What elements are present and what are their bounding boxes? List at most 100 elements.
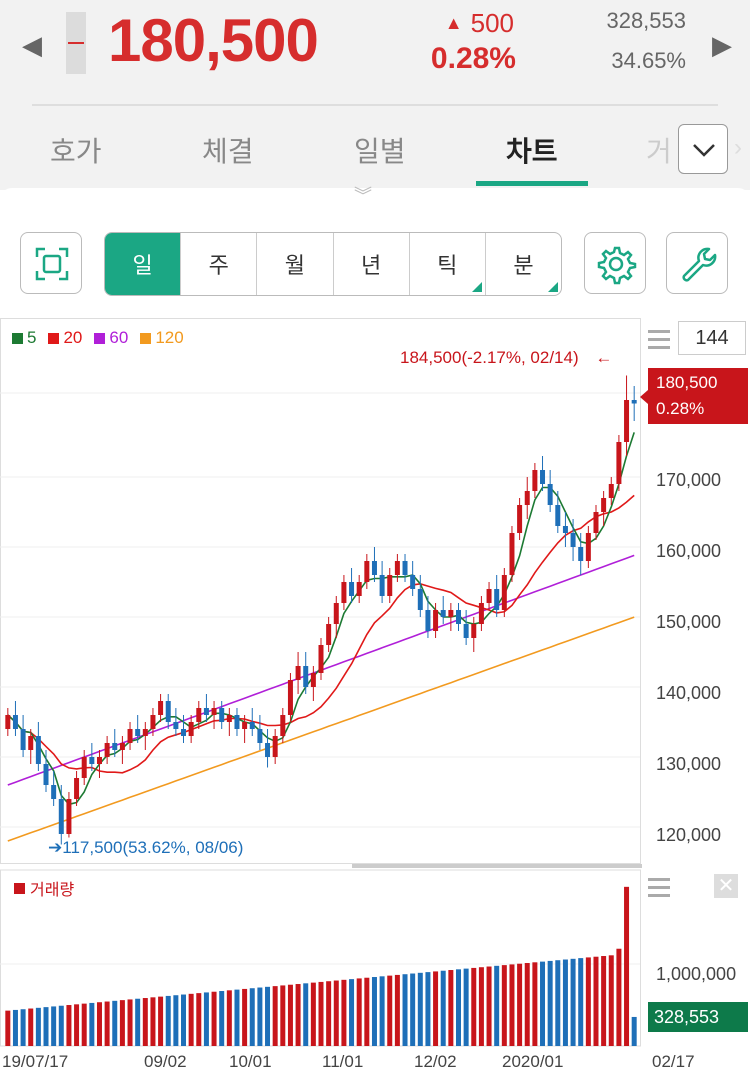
candle-body (547, 484, 553, 505)
volume-bar (295, 984, 301, 1046)
period-day[interactable]: 일 (105, 233, 182, 295)
header-divider (32, 104, 718, 106)
volume-bar (333, 980, 339, 1046)
candle-body (341, 582, 347, 603)
volume-bar (540, 961, 546, 1046)
candle-body (249, 722, 255, 729)
fullscreen-button[interactable] (20, 232, 82, 294)
volume-bar (211, 991, 217, 1046)
period-month[interactable]: 월 (257, 233, 334, 295)
tab-orderbook[interactable]: 호가 (50, 136, 102, 167)
candle-body (616, 442, 622, 484)
x-axis-label: 02/17 (652, 1052, 695, 1071)
chart-tools-button[interactable] (666, 232, 728, 294)
legend-ma5-label: 5 (27, 328, 37, 347)
next-stock-arrow-icon[interactable]: ▶ (712, 30, 732, 60)
volume-bar (112, 1000, 118, 1046)
volume-bar (524, 963, 530, 1046)
candle-body (410, 575, 416, 589)
prev-stock-arrow-icon[interactable]: ◀ (22, 30, 42, 60)
volume-bar (310, 982, 316, 1046)
candle-body (570, 533, 576, 547)
candle-body (112, 743, 118, 750)
volume-bar (196, 993, 202, 1046)
legend-ma120: 120 (140, 328, 184, 348)
tab-trades[interactable]: 체결 (202, 136, 254, 167)
collapse-handle-icon[interactable]: ︾ (354, 186, 372, 206)
chart-settings-button[interactable] (584, 232, 646, 294)
candle-body (66, 799, 72, 834)
volume-bar (341, 979, 347, 1046)
candle-body (517, 505, 523, 533)
volume-bar (402, 974, 408, 1046)
tab-more[interactable]: 거 (646, 136, 672, 167)
volume-bar (501, 965, 507, 1046)
volume-bar (616, 948, 622, 1046)
candle-body (242, 722, 248, 729)
chart-menu-icon[interactable] (648, 330, 670, 354)
volume-bar (440, 970, 446, 1046)
ma120-line (7, 616, 635, 842)
volume-bar (81, 1003, 87, 1046)
tab-daily[interactable]: 일별 (354, 136, 406, 167)
volume-legend: 거래량 (14, 876, 74, 900)
volume-bar (364, 977, 370, 1046)
candle-body (74, 778, 80, 799)
candle-body (402, 561, 408, 575)
expand-tabs-button[interactable] (678, 124, 728, 174)
period-tick[interactable]: 틱 (410, 233, 486, 295)
candle-body (226, 715, 232, 722)
candle-body (364, 561, 370, 582)
volume-bar (455, 969, 461, 1046)
ma5-line (7, 432, 635, 806)
candle-body (371, 561, 377, 575)
volume-bar (578, 958, 584, 1046)
price-position-indicator (66, 12, 86, 74)
candle-body (463, 624, 469, 638)
chart-toolbar: 일 주 월 년 틱 분 (0, 232, 750, 298)
tab-chart[interactable]: 차트 (506, 136, 558, 167)
volume-bar (585, 957, 591, 1046)
volume-bar (74, 1004, 80, 1046)
candle-body (272, 736, 278, 757)
volume-bar (303, 983, 309, 1046)
quote-header: ◀ 180,500 ▲ 500 0.28% 328,553 34.65% ▶ 호가… (0, 0, 750, 190)
volume-bar (265, 986, 271, 1046)
legend-ma120-label: 120 (155, 328, 184, 347)
x-axis-label: 12/02 (414, 1052, 457, 1071)
period-count-input[interactable]: 144 (678, 321, 746, 355)
stock-chart[interactable]: 5 20 60 120 144 184,500(-2.17%, 02/14) ←… (0, 318, 750, 1079)
volume-bar (203, 992, 209, 1046)
volume-bar (478, 967, 484, 1046)
candle-body (478, 603, 484, 624)
volume-bar (471, 967, 477, 1046)
chart-canvas[interactable] (0, 318, 750, 1079)
period-minute[interactable]: 분 (486, 233, 561, 295)
volume-bar (287, 984, 293, 1046)
volume-axis-label: 1,000,000 (656, 964, 737, 984)
y-axis-label: 120,000 (656, 825, 722, 845)
x-axis-label: 19/07/17 (2, 1052, 69, 1071)
volume-bar (272, 986, 278, 1046)
volume-menu-icon[interactable] (648, 878, 670, 902)
close-volume-icon[interactable]: ✕ (714, 874, 738, 898)
volume-bar (356, 978, 362, 1046)
legend-ma60-label: 60 (109, 328, 129, 347)
volume-bar (234, 989, 240, 1046)
volume-bar (135, 998, 141, 1046)
high-annotation-text: 184,500(-2.17%, 02/14) (400, 348, 579, 367)
period-year[interactable]: 년 (334, 233, 410, 295)
volume-bar (66, 1005, 72, 1046)
candle-body (455, 610, 461, 624)
candle-body (471, 624, 477, 638)
high-annotation: 184,500(-2.17%, 02/14) ← (400, 348, 612, 368)
panel-scrollbar (352, 864, 642, 868)
candle-body (28, 736, 34, 750)
candle-body (524, 491, 530, 505)
candle-body (394, 561, 400, 575)
candle-body (203, 708, 209, 715)
current-price-tag: 180,500 0.28% (648, 368, 748, 424)
active-tab-indicator (476, 181, 588, 186)
y-axis-label: 160,000 (656, 541, 722, 561)
period-week[interactable]: 주 (181, 233, 258, 295)
